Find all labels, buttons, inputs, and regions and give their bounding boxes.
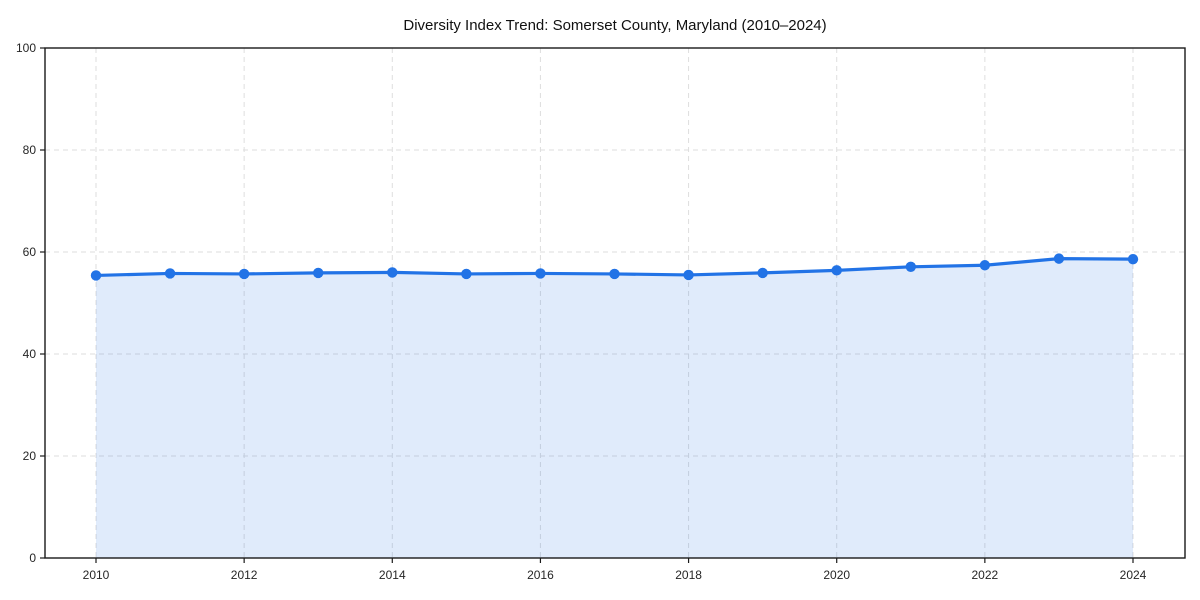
data-point-marker bbox=[1127, 253, 1139, 265]
plot-border bbox=[44, 47, 1186, 559]
x-tick-label: 2022 bbox=[972, 568, 999, 582]
data-point-marker bbox=[90, 270, 102, 281]
data-point-marker bbox=[905, 261, 916, 272]
plot-background bbox=[45, 48, 1185, 558]
data-point-marker bbox=[238, 268, 250, 280]
x-tick-label: 2020 bbox=[823, 568, 850, 582]
x-tick-label: 2014 bbox=[379, 568, 406, 582]
series-area-fill bbox=[96, 258, 1133, 558]
data-point-marker bbox=[831, 265, 842, 276]
x-tick-label: 2010 bbox=[83, 568, 110, 582]
data-point-marker bbox=[979, 260, 991, 271]
data-point-marker bbox=[609, 268, 620, 280]
y-tick-label: 0 bbox=[29, 551, 36, 565]
plot-area: 2010 2012 2014 2016 2018 2020 2022 2024 0 20 40 60 8… bbox=[16, 41, 1186, 582]
data-point-marker bbox=[683, 269, 694, 281]
y-tick-label: 20 bbox=[23, 449, 37, 463]
y-tick-label: 100 bbox=[16, 41, 36, 55]
data-point-marker bbox=[164, 268, 176, 279]
data-point-marker bbox=[757, 267, 768, 279]
x-tick-label: 2018 bbox=[675, 568, 702, 582]
y-tick-label: 40 bbox=[23, 347, 37, 361]
x-tick-label: 2016 bbox=[527, 568, 554, 582]
x-tick-label: 2024 bbox=[1120, 568, 1147, 582]
data-point-marker bbox=[461, 268, 472, 280]
data-point-marker bbox=[313, 267, 324, 279]
y-tick-label: 80 bbox=[23, 143, 37, 157]
data-point-marker bbox=[387, 267, 398, 278]
x-tick-label: 2012 bbox=[231, 568, 258, 582]
data-point-marker bbox=[1053, 253, 1065, 264]
data-point-marker bbox=[535, 268, 546, 279]
chart-title: Diversity Index Trend: Somerset County, … bbox=[403, 17, 826, 34]
y-tick-label: 60 bbox=[23, 245, 37, 259]
